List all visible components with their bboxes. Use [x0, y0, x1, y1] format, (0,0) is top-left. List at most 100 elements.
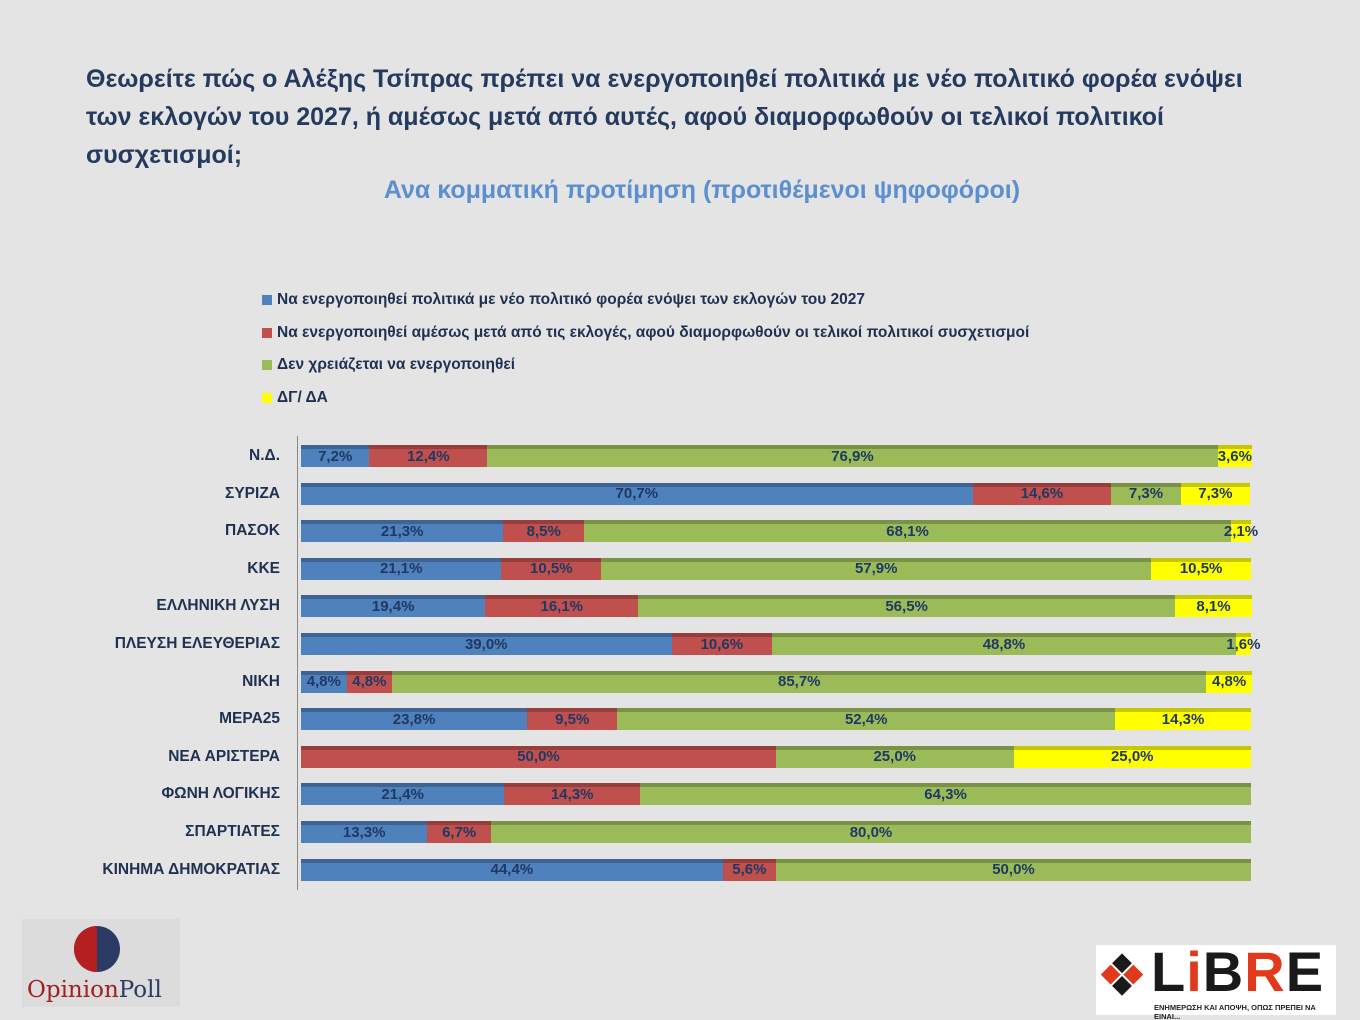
bar-segment: 14,3% — [1115, 708, 1251, 731]
bar-segment: 85,7% — [392, 670, 1207, 693]
data-label: 80,0% — [849, 823, 893, 841]
bar-segment: 52,4% — [617, 708, 1116, 731]
bar-segment: 70,7% — [301, 482, 973, 505]
data-label: 85,7% — [777, 673, 821, 691]
chart-title: Θεωρείτε πώς ο Αλέξης Τσίπρας πρέπει να … — [86, 65, 1243, 169]
data-label: 25,0% — [1110, 748, 1154, 766]
bar-segment: 48,8% — [772, 633, 1236, 655]
data-label: 21,4% — [381, 785, 424, 803]
data-label: 16,1% — [540, 597, 584, 615]
legend-swatch — [262, 295, 272, 306]
bar-segment: 39,0% — [301, 633, 672, 655]
bar-segment: 19,4% — [301, 595, 486, 618]
bar-segment: 25,0% — [1013, 745, 1251, 768]
bar-segment: 16,1% — [485, 595, 639, 618]
legend-swatch — [262, 393, 272, 404]
bar-segment: 21,4% — [301, 783, 505, 806]
libre-logo: LiBRE ΕΝΗΜΕΡΩΣΗ ΚΑΙ ΑΠΟΨΗ, ΟΠΩΣ ΠΡΕΠΕΙ Ν… — [1096, 940, 1336, 1020]
data-label: 57,9% — [854, 560, 898, 578]
category-label: ΠΛΕΥΣΗ ΕΛΕΥΘΕΡΙΑΣ — [114, 635, 280, 652]
data-label: 14,6% — [1020, 485, 1064, 503]
bar-segment: 64,3% — [640, 783, 1251, 806]
category-label: ΝΕΑ ΑΡΙΣΤΕΡΑ — [168, 747, 280, 765]
data-label: 10,6% — [700, 635, 744, 653]
data-label: 7,2% — [318, 447, 353, 465]
data-label: 52,4% — [844, 710, 888, 728]
data-label: 19,4% — [371, 597, 415, 615]
bar-segment: 25,0% — [776, 745, 1014, 768]
opinionpoll-logo: OpinionPoll — [22, 919, 180, 1007]
category-label: ΚΚΕ — [247, 559, 280, 577]
data-label: 13,3% — [342, 823, 386, 841]
bar-segment: 50,0% — [301, 745, 776, 768]
data-label: 25,0% — [873, 748, 917, 766]
data-label: 6,7% — [442, 823, 477, 841]
data-label: 3,6% — [1217, 447, 1252, 465]
data-label: 21,3% — [380, 522, 424, 540]
data-label: 50,0% — [992, 861, 1035, 879]
bar-segment: 44,4% — [301, 858, 723, 881]
bar-segment: 10,5% — [501, 557, 602, 580]
data-label: 70,7% — [615, 485, 659, 503]
data-label: 21,1% — [379, 560, 423, 578]
bar-segment: 1,6% — [1226, 633, 1261, 655]
data-label: 50,0% — [517, 748, 560, 766]
bar-segment: 4,8% — [346, 670, 393, 693]
legend-label: Να ενεργοποιηθεί πολιτικά με νέο πολιτικ… — [277, 291, 866, 309]
bar-segment: 50,0% — [776, 858, 1251, 881]
data-label: 4,8% — [306, 673, 341, 691]
category-label: ΚΙΝΗΜΑ ΔΗΜΟΚΡΑΤΙΑΣ — [102, 860, 280, 878]
data-label: 8,5% — [526, 522, 561, 540]
data-label: 1,6% — [1226, 635, 1261, 653]
bar-segment: 80,0% — [491, 821, 1251, 843]
bar-segment: 4,8% — [1206, 670, 1252, 693]
data-label: 8,1% — [1196, 597, 1231, 615]
data-label: 4,8% — [352, 673, 387, 691]
category-label: ΠΑΣΟΚ — [225, 522, 280, 540]
data-label: 23,8% — [392, 710, 436, 728]
legend: Να ενεργοποιηθεί πολιτικά με νέο πολιτικ… — [262, 284, 1029, 414]
y-axis — [297, 436, 302, 890]
bar-segment: 10,5% — [1151, 557, 1251, 580]
data-label: 48,8% — [982, 635, 1026, 653]
data-label: 10,5% — [1179, 560, 1223, 578]
data-label: 4,8% — [1212, 673, 1247, 691]
data-label: 64,3% — [924, 785, 967, 803]
data-label: 68,1% — [886, 522, 929, 540]
category-label: Ν.Δ. — [249, 447, 280, 464]
legend-item: Δεν χρειάζεται να ενεργοποιηθεί — [262, 349, 1029, 382]
bar-segment: 57,9% — [601, 557, 1152, 580]
bar-segment: 7,2% — [301, 445, 370, 467]
legend-swatch — [262, 327, 272, 338]
bar-segment: 6,7% — [427, 821, 491, 843]
bar-segment: 13,3% — [301, 821, 428, 843]
data-label: 2,1% — [1223, 522, 1259, 540]
data-label: 39,0% — [464, 635, 508, 653]
category-label: ΜΕΡΑ25 — [219, 710, 280, 728]
legend-item: Να ενεργοποιηθεί πολιτικά με νέο πολιτικ… — [262, 284, 1029, 317]
data-label: 76,9% — [831, 447, 874, 465]
data-label: 9,5% — [555, 710, 590, 728]
bar-segment: 68,1% — [584, 520, 1232, 543]
legend-item: Να ενεργοποιηθεί αμέσως μετά από τις εκλ… — [262, 317, 1029, 350]
category-label: ΝΙΚΗ — [242, 672, 280, 690]
legend-label: Να ενεργοποιηθεί αμέσως μετά από τις εκλ… — [277, 323, 1030, 341]
data-label: 7,3% — [1128, 485, 1164, 503]
category-label: ΦΩΝΗ ΛΟΓΙΚΗΣ — [161, 785, 280, 803]
data-label: 56,5% — [885, 597, 928, 615]
chart-subtitle: Ανα κομματική προτίμηση (προτιθέμενοι ψη… — [383, 176, 1021, 204]
bar-segment: 23,8% — [301, 708, 528, 731]
bar-segment: 14,3% — [504, 783, 641, 806]
legend-label: Δεν χρειάζεται να ενεργοποιηθεί — [277, 356, 516, 374]
data-label: 14,3% — [1161, 710, 1205, 728]
data-label: 5,6% — [732, 861, 767, 879]
category-label: ΣΥΡΙΖΑ — [225, 484, 280, 502]
bar-segment: 8,5% — [503, 520, 585, 543]
bar-segment: 4,8% — [301, 670, 347, 693]
legend-swatch — [262, 360, 272, 371]
bar-segment: 7,3% — [1180, 482, 1251, 505]
data-label: 14,3% — [550, 785, 594, 803]
bar-segment: 14,6% — [972, 482, 1112, 505]
bar-segment: 76,9% — [487, 445, 1218, 467]
